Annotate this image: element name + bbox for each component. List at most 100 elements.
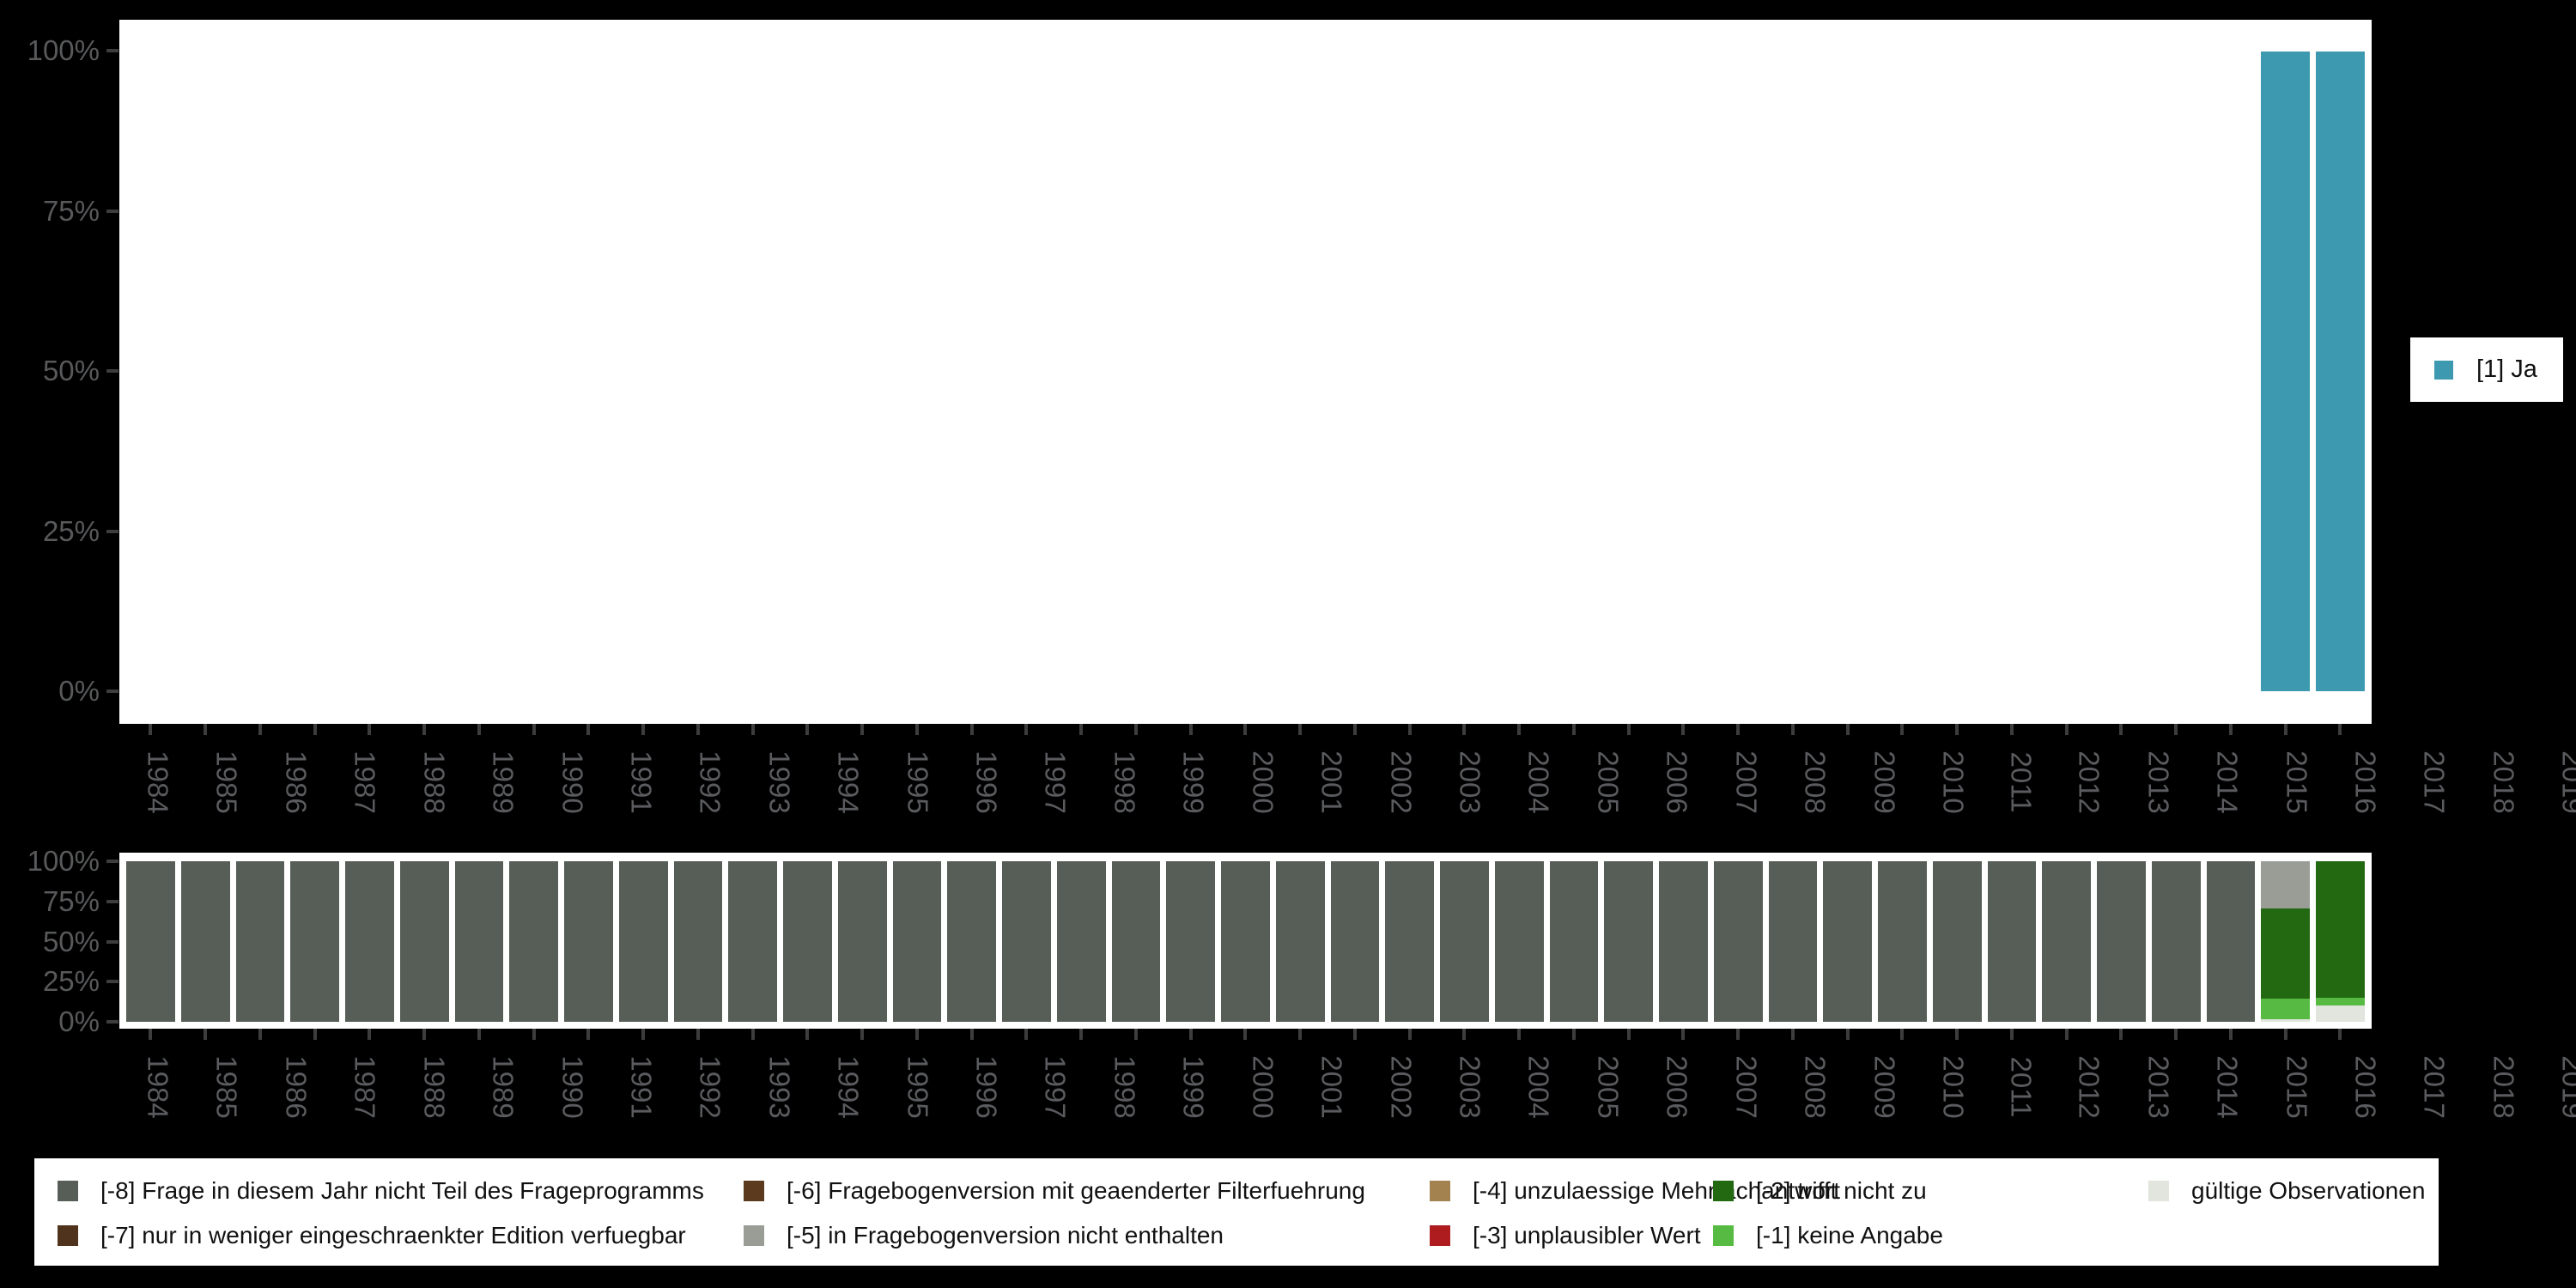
bar-segment-1991	[509, 861, 558, 1022]
bar-1999	[947, 861, 996, 1022]
bar-2022	[2206, 861, 2256, 1022]
x-tick-mark	[586, 724, 591, 735]
x-tick-label-1994: 1994	[832, 750, 865, 814]
x-tick-mark	[1133, 724, 1138, 735]
x-tick-mark	[149, 1029, 153, 1040]
x-tick-label-2006: 2006	[1661, 750, 1693, 814]
x-label-slot: 1998	[1093, 738, 1156, 827]
x-label-slot: 1996	[955, 1042, 1018, 1132]
bar-segment-1994	[673, 861, 723, 1022]
x-tick-label-1992: 1992	[695, 1055, 727, 1119]
legend-label: [-3] unplausibler Wert	[1473, 1222, 1701, 1249]
bar-2002	[1112, 52, 1161, 691]
x-tick-label-1986: 1986	[280, 1055, 313, 1119]
x-tick-label-1999: 1999	[1178, 750, 1211, 814]
bar-2018	[1987, 861, 2037, 1022]
x-tick-slot	[674, 1029, 723, 1040]
y-tick-mark	[106, 1020, 118, 1024]
x-label-slot: 2002	[1370, 738, 1432, 827]
x-tick-label-2014: 2014	[2211, 750, 2244, 814]
y-tick-label: 0%	[58, 1005, 100, 1037]
x-tick-label-1988: 1988	[418, 1055, 451, 1119]
x-tick-label-1989: 1989	[487, 1055, 519, 1119]
x-label-slot: 2019	[2541, 738, 2576, 827]
x-label-slot: 2015	[2265, 1042, 2328, 1132]
bar-2005	[1276, 52, 1325, 691]
x-tick-mark	[860, 724, 865, 735]
bar-2019	[2042, 52, 2091, 691]
bar-2016	[1878, 861, 1927, 1022]
bar-1987	[290, 52, 339, 691]
x-tick-slot	[1002, 1029, 1051, 1040]
y-tick-mark	[106, 690, 118, 693]
x-tick-mark	[1243, 724, 1248, 735]
x-label-slot: 2013	[2127, 738, 2190, 827]
x-tick-mark	[696, 1029, 700, 1040]
bar-segment-2013	[1713, 861, 1763, 1022]
x-tick-mark	[1736, 1029, 1741, 1040]
bar-2000	[1002, 861, 1051, 1022]
x-tick-label-1996: 1996	[970, 750, 1003, 814]
x-tick-label-1993: 1993	[763, 1055, 796, 1119]
bar-segment-2023	[2261, 1019, 2310, 1022]
x-tick-mark	[2064, 1029, 2069, 1040]
x-tick-mark	[2009, 1029, 2014, 1040]
x-tick-slot	[564, 1029, 613, 1040]
x-label-slot: 1992	[678, 1042, 741, 1132]
x-tick-label-1991: 1991	[625, 1055, 658, 1119]
x-tick-mark	[2174, 724, 2178, 735]
bar-1993	[619, 52, 668, 691]
x-label-slot: 2002	[1370, 1042, 1432, 1132]
x-label-slot: 2008	[1783, 1042, 1846, 1132]
x-tick-label-1993: 1993	[763, 750, 796, 814]
legend-swatch	[2148, 1181, 2169, 1201]
y-tick-label: 75%	[42, 195, 100, 227]
bar-segment-1992	[564, 861, 613, 1022]
x-tick-slot	[1440, 724, 1489, 735]
x-tick-slot	[290, 1029, 339, 1040]
bar-1988	[345, 52, 394, 691]
x-tick-mark	[477, 1029, 481, 1040]
legend-label: [-6] Fragebogenversion mit geaenderter F…	[787, 1177, 1365, 1204]
x-tick-slot	[1714, 1029, 1763, 1040]
x-tick-mark	[422, 1029, 427, 1040]
x-tick-label-1986: 1986	[280, 750, 313, 814]
bar-segment-1993	[618, 861, 668, 1022]
y-tick-label: 100%	[27, 845, 100, 877]
bar-2006	[1331, 52, 1380, 691]
bar-segment-2022	[2206, 861, 2256, 1022]
y-tick-label: 25%	[42, 965, 100, 997]
bar-1998	[892, 861, 942, 1022]
x-tick-mark	[1352, 1029, 1357, 1040]
x-tick-mark	[1024, 1029, 1029, 1040]
x-tick-mark	[1407, 1029, 1412, 1040]
bar-segment-1989	[399, 861, 449, 1022]
x-tick-mark	[1024, 724, 1029, 735]
y-tick-mark	[106, 530, 118, 533]
y-tick-mark	[106, 210, 118, 213]
x-label-slot: 1995	[886, 1042, 949, 1132]
x-tick-label-2000: 2000	[1247, 1055, 1279, 1119]
x-tick-mark	[641, 724, 646, 735]
x-tick-slot	[2207, 724, 2256, 735]
x-label-slot: 2007	[1715, 738, 1777, 827]
x-label-slot: 1987	[333, 738, 396, 827]
x-tick-slot	[509, 724, 558, 735]
x-tick-slot	[619, 1029, 668, 1040]
x-tick-slot	[2097, 1029, 2146, 1040]
x-tick-slot	[728, 724, 777, 735]
top-chart-x-ticks	[119, 724, 2372, 735]
bar-segment-2023	[2261, 998, 2310, 1020]
x-label-slot: 2014	[2196, 738, 2258, 827]
bar-2022	[2207, 52, 2256, 691]
x-tick-slot	[509, 1029, 558, 1040]
x-tick-slot	[1112, 1029, 1161, 1040]
x-tick-mark	[1407, 724, 1412, 735]
x-label-slot: 1996	[955, 738, 1018, 827]
legend-swatch-ja	[2434, 360, 2453, 380]
x-tick-mark	[2119, 724, 2123, 735]
x-label-slot: 2001	[1300, 1042, 1363, 1132]
bar-1985	[180, 861, 230, 1022]
x-tick-mark	[1133, 1029, 1138, 1040]
bar-2007	[1385, 861, 1434, 1022]
